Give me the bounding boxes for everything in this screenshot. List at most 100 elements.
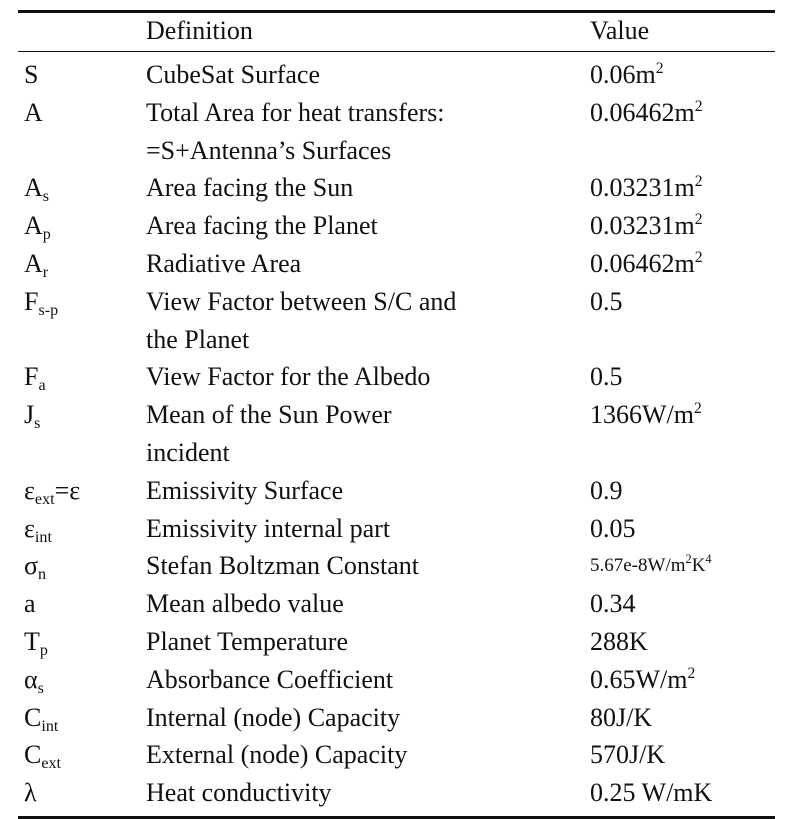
value-tail-superscript: 4: [705, 552, 712, 567]
value-main: 0.5: [590, 362, 623, 392]
value-main: 0.5: [590, 286, 623, 316]
symbol-cell: S: [18, 56, 136, 94]
table-body: S CubeSat Surface 0.06m 2 A Total Area for he…: [18, 52, 775, 816]
definition-cell: Stefan Boltzman Constant: [136, 547, 588, 585]
value-cell: 0.03231m2: [588, 169, 775, 207]
definition-line: Total Area for heat transfers:: [146, 97, 445, 127]
symbol-main: A: [24, 211, 43, 241]
symbol-cell: αs: [18, 661, 136, 699]
value-superscript: 2: [694, 248, 703, 266]
symbol-cell: a: [18, 585, 136, 623]
value-tail: K: [691, 555, 706, 577]
value-main: 0.9: [590, 475, 623, 505]
value-superscript: 2: [694, 400, 702, 418]
value-cell: 0.5: [588, 358, 775, 396]
symbol-subscript: s: [34, 415, 41, 432]
value-main: 0.03231m: [590, 173, 695, 203]
table-row: εint Emissivity internal part 0.05: [18, 510, 775, 548]
value-cell: 1366W/m2: [588, 396, 775, 434]
symbol-main: A: [24, 248, 43, 278]
definition-cell: Absorbance Coefficient: [136, 661, 588, 699]
definition-line: CubeSat Surface: [146, 60, 321, 89]
definition-line: Radiative Area: [146, 248, 302, 278]
table-row: αs Absorbance Coefficient 0.65W/m2: [18, 661, 775, 699]
symbol-cell: εint: [18, 510, 136, 548]
symbol-subscript: int: [41, 717, 59, 735]
value-main: 0.06462m: [590, 248, 695, 278]
symbol-main: σ: [24, 551, 39, 581]
symbol-cell: Fa: [18, 358, 136, 396]
table-row: A Total Area for heat transfers: =S+Antenn…: [18, 94, 775, 170]
table-header-rule: [18, 51, 775, 52]
definition-cell: Radiative Area: [136, 245, 588, 283]
definition-cell: View Factor for the Albedo: [136, 358, 588, 396]
symbol-main: F: [24, 286, 39, 316]
value-main: 1366W/m: [590, 400, 694, 430]
value-main: 0.65W/m: [590, 664, 688, 694]
symbol-tail: =ε: [54, 475, 81, 505]
table-row: λ Heat conductivity 0.25 W/mK: [18, 774, 775, 812]
value-cell: 0.34: [588, 585, 775, 623]
value-cell: 0.03231m2: [588, 207, 775, 245]
symbol-main: J: [24, 400, 35, 430]
definition-cell: Planet Temperature: [136, 623, 588, 661]
symbol-subscript: n: [38, 566, 47, 584]
value-main: 288K: [590, 626, 648, 656]
symbol-cell: Cint: [18, 699, 136, 737]
value-main: 5.67e-8W/m: [590, 555, 686, 577]
value-cell: 0.05: [588, 510, 775, 548]
definition-line: Absorbance Coefficient: [146, 664, 394, 694]
symbol-cell: Tp: [18, 623, 136, 661]
table-row: Ap Area facing the Planet 0.03231m2: [18, 207, 775, 245]
symbol-subscript: r: [42, 263, 49, 281]
definition-cell: CubeSat Surface: [136, 56, 588, 94]
table-row: Tp Planet Temperature 288K: [18, 623, 775, 661]
table-bottom-rule: [18, 815, 775, 819]
symbol-cell: Ar: [18, 245, 136, 283]
symbol-subscript: s-p: [38, 301, 59, 319]
definition-line: Area facing the Planet: [146, 211, 378, 241]
definition-line: External (node) Capacity: [146, 740, 408, 770]
table-row: Ar Radiative Area 0.06462m2: [18, 245, 775, 283]
definition-cell: View Factor between S/C and the Planet: [136, 283, 588, 359]
value-superscript: 2: [694, 173, 703, 191]
symbol-cell: Cext: [18, 736, 136, 774]
table-top-rule: [18, 10, 775, 13]
symbol-cell: A: [18, 94, 136, 132]
value-superscript: 2: [685, 552, 692, 567]
definition-line: =S+Antenna’s Surfaces: [146, 135, 392, 165]
definition-line: Planet Temperature: [146, 626, 349, 656]
symbol-main: a: [24, 589, 36, 619]
symbol-subscript: ext: [41, 755, 62, 773]
value-cell: 570J/K: [588, 736, 775, 774]
value-cell: 0.06462m2: [588, 245, 775, 283]
symbol-main: A: [24, 97, 43, 127]
symbol-cell: As: [18, 169, 136, 207]
definition-line: Mean of the Sun Power: [146, 400, 392, 430]
definition-line: Emissivity internal part: [146, 513, 391, 543]
definition-line: Heat conductivity: [146, 778, 332, 808]
table-row: S CubeSat Surface 0.06m2: [18, 56, 775, 94]
definition-line: Area facing the Sun: [146, 173, 354, 203]
symbol-subscript: s: [42, 188, 50, 206]
value-cell: 0.5: [588, 283, 775, 321]
value-main: 0.03231m: [590, 211, 695, 241]
header-definition: Definition: [146, 16, 253, 45]
symbol-main: ε: [24, 475, 35, 505]
symbol-main: S: [24, 60, 39, 89]
definition-cell: External (node) Capacity: [136, 736, 588, 774]
table-row: εext=ε Emissivity Surface 0.9: [18, 472, 775, 510]
symbol-main: C: [24, 702, 42, 732]
definition-cell: Heat conductivity: [136, 774, 588, 812]
value-cell: 0.9: [588, 472, 775, 510]
symbol-cell: σn: [18, 547, 136, 585]
definition-cell: Total Area for heat transfers: =S+Antenna…: [136, 94, 588, 170]
value-cell: 288K: [588, 623, 775, 661]
definition-line: the Planet: [146, 324, 250, 354]
symbol-main: A: [24, 173, 43, 203]
definition-cell: Mean albedo value: [136, 585, 588, 623]
symbol-main: C: [24, 740, 42, 770]
symbol-subscript: ext: [34, 490, 55, 508]
table-row: Cext External (node) Capacity 570J/K: [18, 736, 775, 774]
value-main: 0.06m: [590, 60, 656, 89]
